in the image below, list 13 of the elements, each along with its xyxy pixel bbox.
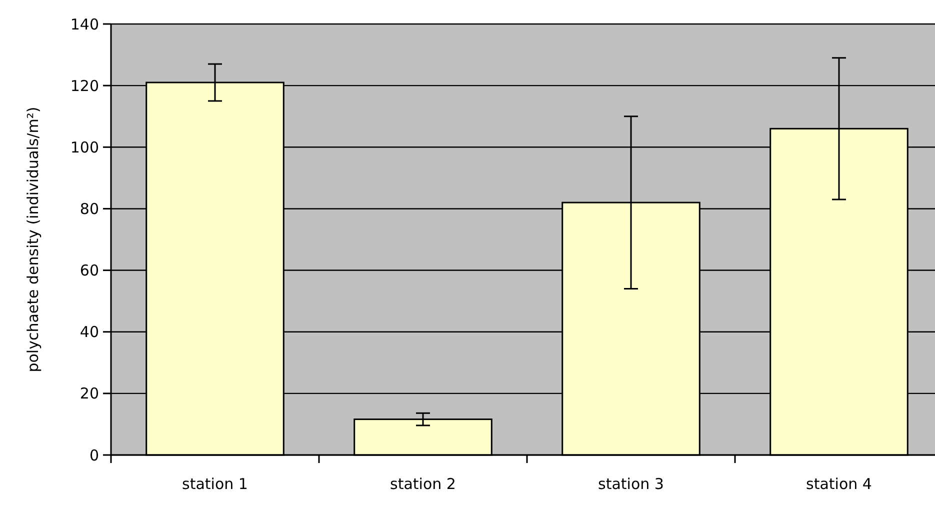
y-tick-label: 40 <box>80 323 99 342</box>
y-tick-label: 120 <box>70 76 99 95</box>
x-tick-label: station 2 <box>390 475 456 493</box>
x-tick-label: station 3 <box>598 475 664 493</box>
y-tick-label: 80 <box>80 200 99 218</box>
y-axis-title: polychaete density (individuals/m²) <box>24 106 42 372</box>
y-tick-label: 140 <box>70 15 99 34</box>
y-tick-label: 60 <box>80 262 99 280</box>
y-tick-label: 100 <box>70 138 99 156</box>
x-tick-label: station 1 <box>182 475 248 493</box>
y-tick-label: 0 <box>89 446 99 464</box>
x-tick-label: station 4 <box>806 475 872 493</box>
y-tick-label: 20 <box>80 384 99 403</box>
